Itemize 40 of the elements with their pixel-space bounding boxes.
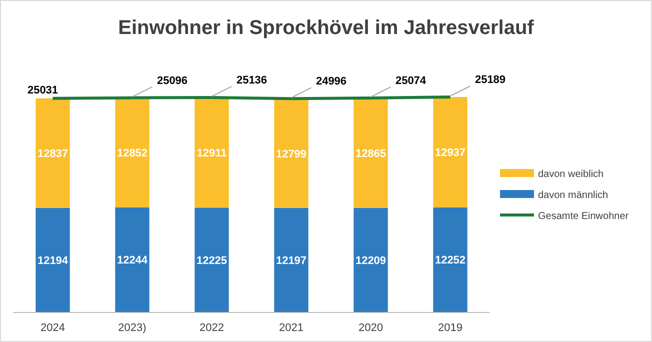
bar [433, 207, 468, 312]
bar [115, 98, 150, 208]
data-label: 25096 [156, 74, 188, 87]
data-label: 25031 [27, 84, 58, 96]
x-tick-label: 2020 [358, 322, 383, 334]
x-tick-label: 2019 [438, 322, 462, 334]
legend-label: davon männlich [538, 190, 608, 201]
data-label: 12225 [196, 254, 228, 267]
bar [194, 208, 229, 312]
legend-label: davon weiblich [538, 169, 604, 180]
bar [274, 98, 308, 208]
bar [115, 207, 150, 312]
bar [36, 208, 70, 312]
bar [433, 97, 468, 208]
data-label: 12799 [276, 148, 307, 160]
bar [354, 208, 388, 312]
data-label: 12911 [196, 148, 227, 160]
data-label: 12209 [355, 254, 386, 267]
data-label: 12194 [37, 254, 69, 267]
data-label: 12252 [434, 254, 466, 267]
x-tick-label: 2024 [40, 322, 65, 334]
x-tick-label: 2023) [118, 322, 146, 334]
data-label: 24996 [316, 76, 347, 88]
x-tick-label: 2022 [200, 322, 224, 334]
bar [354, 98, 388, 208]
data-label: 12837 [37, 148, 68, 160]
data-label: 12244 [116, 254, 148, 267]
data-label: 12937 [434, 147, 466, 160]
legend-label: Gesamte Einwohner [538, 211, 630, 222]
data-label: 12197 [276, 254, 307, 267]
x-tick-label: 2021 [279, 322, 304, 334]
bar [194, 97, 229, 208]
data-label: 12852 [116, 148, 148, 160]
data-label: 25189 [474, 74, 506, 86]
text: Einwohner in Sprockhövel im Jahresverlauf [118, 17, 534, 39]
bar [36, 98, 70, 208]
data-label: 25074 [395, 74, 427, 87]
data-label: 12865 [355, 148, 386, 160]
data-label: 25136 [236, 74, 268, 86]
bar [274, 208, 308, 312]
